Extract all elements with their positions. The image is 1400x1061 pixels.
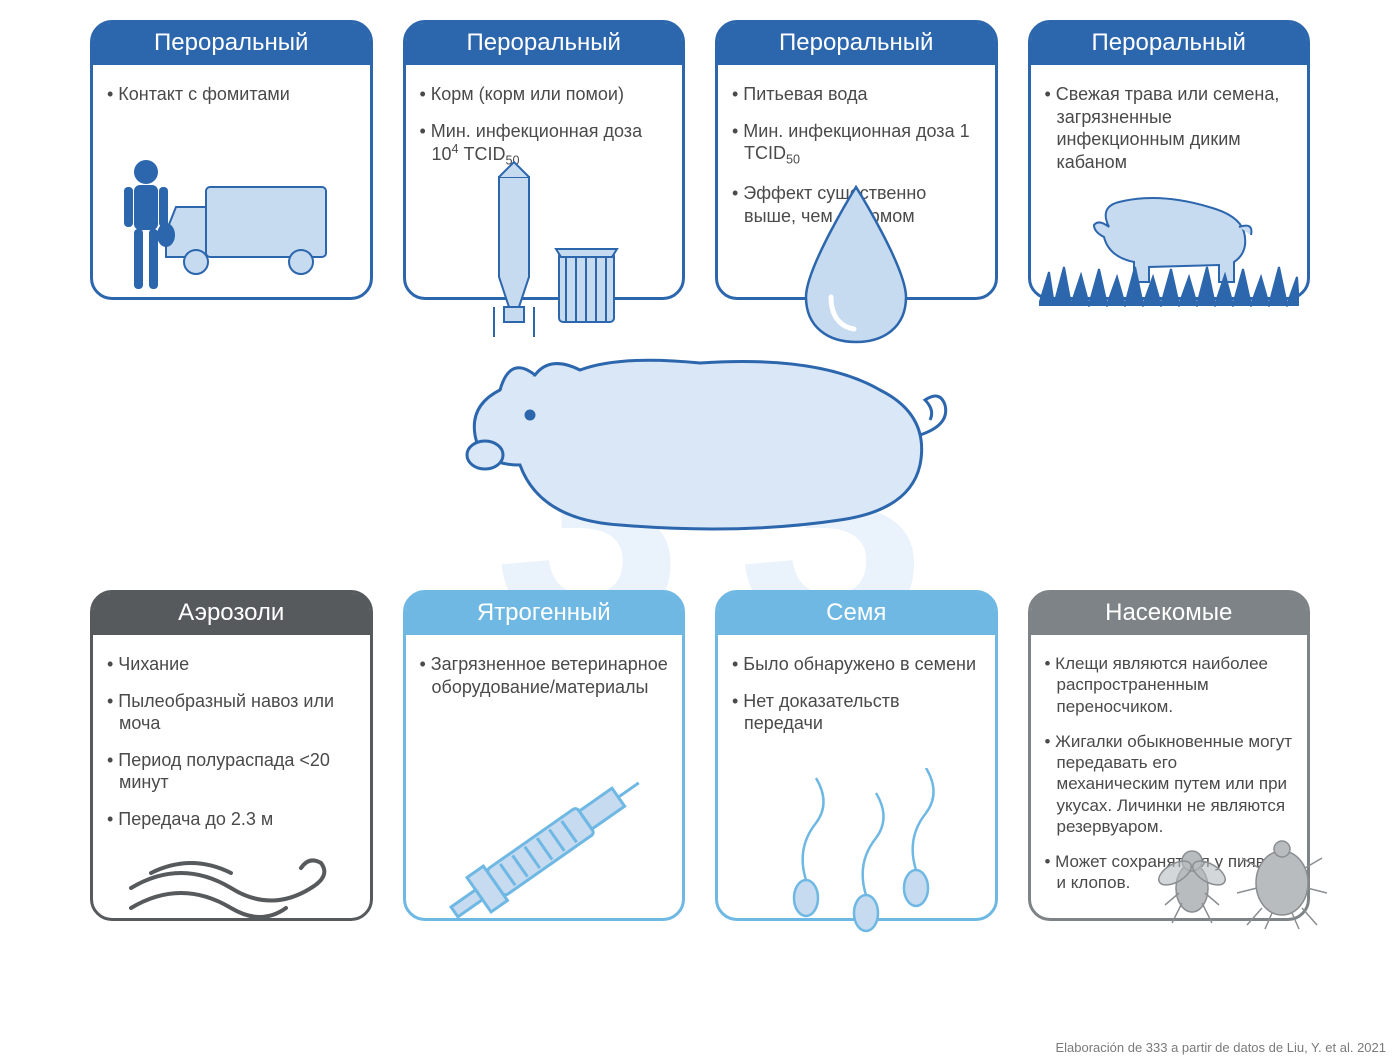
bullet: • Контакт с фомитами [107,83,356,106]
bullet: • Пылеобразный навоз или моча [107,690,356,735]
card-title: Пероральный [93,23,370,65]
bullet: • Питьевая вода [732,83,981,106]
bullet: • Передача до 2.3 м [107,808,356,831]
card-oral-fomites: Пероральный • Контакт с фомитами [90,20,373,300]
bullet: • Эффект существенно выше, чем с кормом [732,182,981,227]
card-body: • Клещи являются наиболее распространенн… [1031,635,1308,918]
bullet: • Нет доказательств передачи [732,690,981,735]
card-title: Пероральный [718,23,995,65]
bullet: • Свежая трава или семена, загрязненные … [1045,83,1294,173]
card-title: Аэрозоли [93,593,370,635]
card-title: Ятрогенный [406,593,683,635]
card-body: • Контакт с фомитами [93,65,370,297]
card-title: Пероральный [1031,23,1308,65]
bullet: • Период полураспада <20 минут [107,749,356,794]
card-body: • Свежая трава или семена, загрязненные … [1031,65,1308,297]
infographic-grid: Пероральный • Контакт с фомитами [0,0,1400,931]
bullet: • Загрязненное ветеринарное оборудование… [420,653,669,698]
bullet: • Чихание [107,653,356,676]
card-oral-water: Пероральный • Питьевая вода • Мин. инфек… [715,20,998,300]
bullet: • Жигалки обыкновенные могут передавать … [1045,731,1294,837]
attribution-text: Elaboración de 333 a partir de datos de … [1055,1040,1386,1055]
card-iatrogenic: Ятрогенный • Загрязненное ветеринарное о… [403,590,686,921]
card-oral-grass: Пероральный • Свежая трава или семена, з… [1028,20,1311,300]
center-pig-illustration [90,330,1310,560]
card-title: Насекомые [1031,593,1308,635]
card-title: Пероральный [406,23,683,65]
bullet: • Мин. инфекционная доза 104 TCID50 [420,120,669,170]
card-body: • Питьевая вода • Мин. инфекционная доза… [718,65,995,297]
bullet: • Было обнаружено в семени [732,653,981,676]
card-aerosols: Аэрозоли • Чихание • Пылеобразный навоз … [90,590,373,921]
card-body: • Чихание • Пылеобразный навоз или моча … [93,635,370,918]
card-semen: Семя • Было обнаружено в семени • Нет до… [715,590,998,921]
card-body: • Загрязненное ветеринарное оборудование… [406,635,683,918]
card-body: • Корм (корм или помои) • Мин. инфекцион… [406,65,683,297]
bullet: • Мин. инфекционная доза 1 TCID50 [732,120,981,169]
card-body: • Было обнаружено в семени • Нет доказат… [718,635,995,918]
card-title: Семя [718,593,995,635]
bullet: • Клещи являются наиболее распространенн… [1045,653,1294,717]
card-oral-feed: Пероральный • Корм (корм или помои) • Ми… [403,20,686,300]
card-insects: Насекомые • Клещи являются наиболее расп… [1028,590,1311,921]
bullet: • Корм (корм или помои) [420,83,669,106]
bullet: • Может сохраняться у пиявок и клопов. [1045,851,1294,894]
pig-icon [440,335,960,555]
